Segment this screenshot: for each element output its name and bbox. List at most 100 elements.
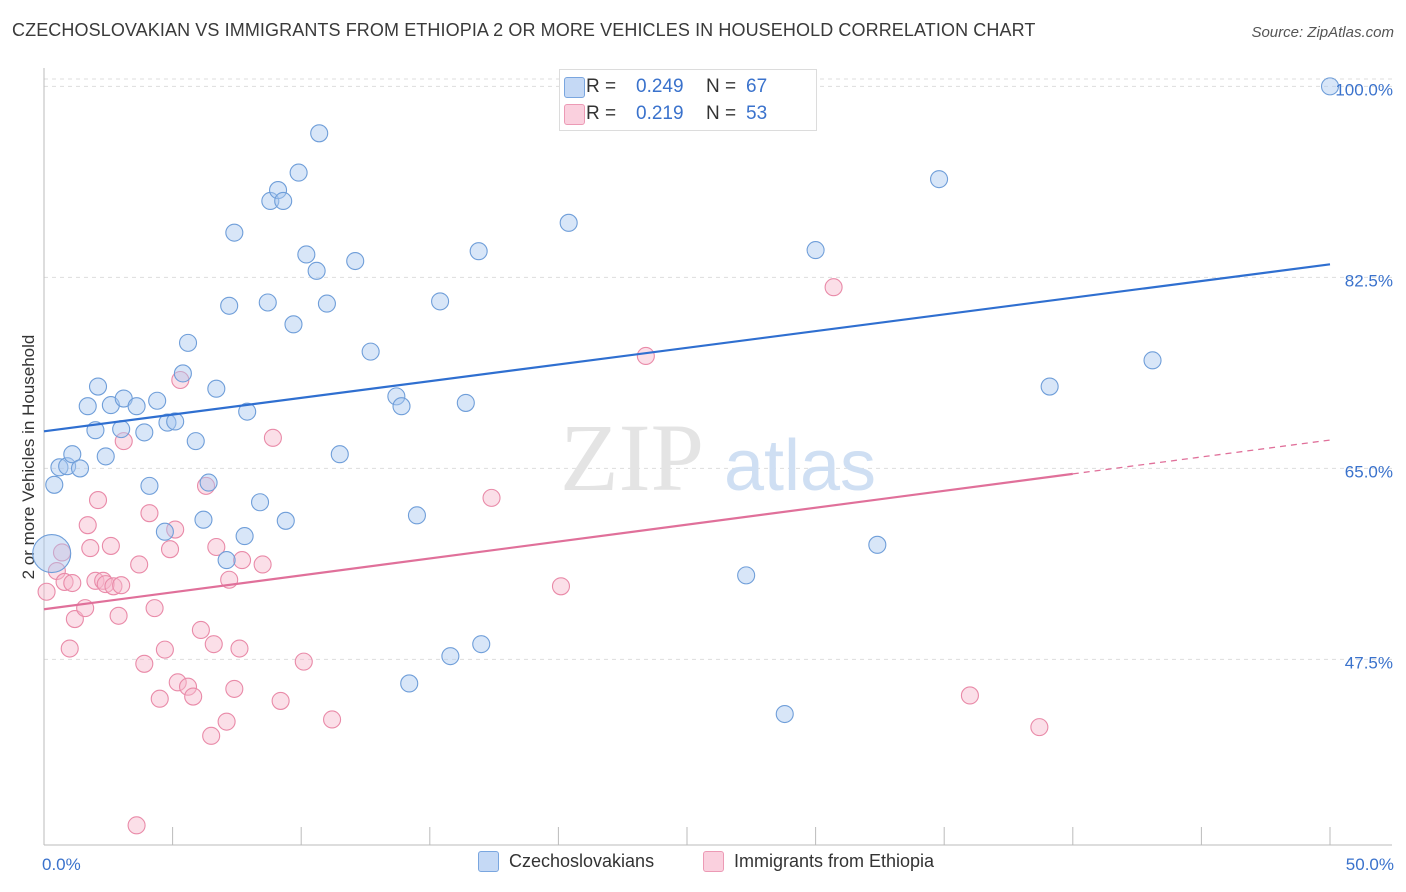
data-point-ethiopia (230, 639, 249, 658)
data-point-czechoslovakians (317, 294, 336, 313)
legend-label: Czechoslovakians (509, 851, 655, 871)
data-point-czechoslovakians (407, 506, 426, 525)
data-point-czechoslovakians (148, 391, 167, 410)
data-point-ethiopia (636, 346, 655, 366)
data-point-czechoslovakians (258, 293, 277, 312)
data-point-ethiopia (155, 640, 174, 659)
r-label: R = (586, 103, 617, 124)
data-point-czechoslovakians (269, 181, 288, 200)
data-point-ethiopia (104, 577, 123, 596)
data-point-czechoslovakians (63, 445, 82, 464)
data-point-czechoslovakians (1143, 351, 1162, 370)
trend-line-ethiopia (43, 472, 1073, 611)
data-point-czechoslovakians (45, 475, 64, 494)
legend-stats-row-ethiopia: R = 0.219 N = 53 (564, 101, 767, 127)
data-point-czechoslovakians (225, 223, 244, 242)
data-point-czechoslovakians (158, 413, 177, 432)
data-point-czechoslovakians (96, 447, 115, 466)
data-point-ethiopia (112, 576, 131, 595)
data-point-czechoslovakians (806, 241, 825, 260)
x-tick-label: 0.0% (42, 855, 81, 874)
data-point-czechoslovakians (297, 245, 316, 264)
data-point-czechoslovakians (207, 379, 226, 398)
data-point-ethiopia (1030, 718, 1049, 737)
data-point-czechoslovakians (70, 459, 90, 478)
data-point-czechoslovakians (220, 296, 239, 315)
data-point-czechoslovakians (330, 445, 349, 464)
data-point-czechoslovakians (431, 292, 450, 311)
data-point-ethiopia (178, 677, 198, 696)
data-point-czechoslovakians (456, 393, 475, 412)
data-point-czechoslovakians (199, 473, 218, 492)
data-point-ethiopia (94, 571, 113, 590)
legend-swatch-blue (478, 851, 499, 872)
data-point-czechoslovakians (194, 510, 213, 529)
watermark-zip: ZIP (560, 404, 704, 511)
data-point-czechoslovakians (868, 535, 887, 554)
series-ethiopia-points (37, 278, 1049, 835)
data-point-czechoslovakians (274, 191, 293, 211)
data-point-czechoslovakians (307, 261, 326, 280)
trend-line-ethiopia-extrapolated (1072, 439, 1331, 475)
legend-item-ethiopia[interactable]: Immigrants from Ethiopia (703, 851, 934, 872)
data-point-ethiopia (191, 620, 210, 640)
data-point-ethiopia (207, 537, 226, 557)
data-point-czechoslovakians (400, 674, 419, 693)
data-point-ethiopia (225, 679, 244, 698)
legend-swatch-pink (703, 851, 724, 872)
data-point-czechoslovakians (276, 511, 295, 530)
data-point-czechoslovakians (930, 170, 949, 189)
data-point-czechoslovakians (737, 566, 756, 585)
trend-line-czechoslovakians (43, 263, 1331, 433)
data-point-ethiopia (960, 686, 979, 705)
data-point-ethiopia (824, 278, 843, 297)
data-point-ethiopia (101, 536, 120, 555)
data-point-ethiopia (86, 571, 105, 590)
r-value: 0.219 (636, 103, 684, 124)
data-point-ethiopia (145, 599, 164, 618)
data-point-czechoslovakians (112, 420, 131, 439)
data-point-czechoslovakians (250, 493, 270, 512)
data-point-ethiopia (168, 673, 187, 692)
data-point-ethiopia (204, 635, 223, 654)
r-label: R = (586, 76, 617, 97)
data-point-czechoslovakians (238, 402, 257, 421)
r-value: 0.249 (636, 76, 684, 97)
data-point-ethiopia (109, 606, 128, 625)
legend-swatch-pink (564, 103, 585, 125)
gridlines (44, 78, 1392, 660)
data-point-ethiopia (135, 654, 154, 673)
data-point-czechoslovakians (166, 412, 185, 431)
data-point-ethiopia (253, 555, 272, 574)
data-point-ethiopia (63, 573, 82, 593)
data-point-czechoslovakians (186, 432, 205, 451)
data-point-ethiopia (323, 710, 342, 729)
data-point-czechoslovakians (775, 704, 794, 724)
tick-labels: 100.0% 82.5% 65.0% 47.5% 0.0% 50.0% (42, 80, 1394, 874)
data-point-czechoslovakians (387, 387, 406, 406)
data-point-czechoslovakians (310, 124, 329, 143)
legend-item-czechoslovakians[interactable]: Czechoslovakians (478, 851, 654, 872)
data-point-ethiopia (140, 504, 159, 523)
data-point-ethiopia (184, 687, 203, 706)
data-point-ethiopia (271, 691, 290, 710)
data-point-ethiopia (127, 816, 146, 835)
data-point-czechoslovakians (469, 242, 488, 261)
n-value: 67 (746, 76, 768, 97)
data-point-ethiopia (150, 689, 169, 708)
x-tick-label: 50.0% (1346, 855, 1394, 874)
source-credit: Source: ZipAtlas.com (1251, 24, 1394, 41)
data-point-czechoslovakians (361, 342, 380, 361)
data-point-czechoslovakians (178, 333, 198, 352)
data-point-ethiopia (37, 582, 56, 601)
data-point-ethiopia (202, 726, 221, 745)
watermark-atlas: atlas (724, 426, 876, 506)
y-tick-label: 47.5% (1345, 653, 1393, 672)
data-point-ethiopia (217, 712, 236, 731)
data-point-czechoslovakians (1040, 377, 1059, 396)
n-label: N = (706, 103, 737, 124)
data-point-ethiopia (263, 428, 282, 447)
data-point-czechoslovakians (472, 635, 491, 654)
data-point-czechoslovakians (88, 377, 108, 396)
